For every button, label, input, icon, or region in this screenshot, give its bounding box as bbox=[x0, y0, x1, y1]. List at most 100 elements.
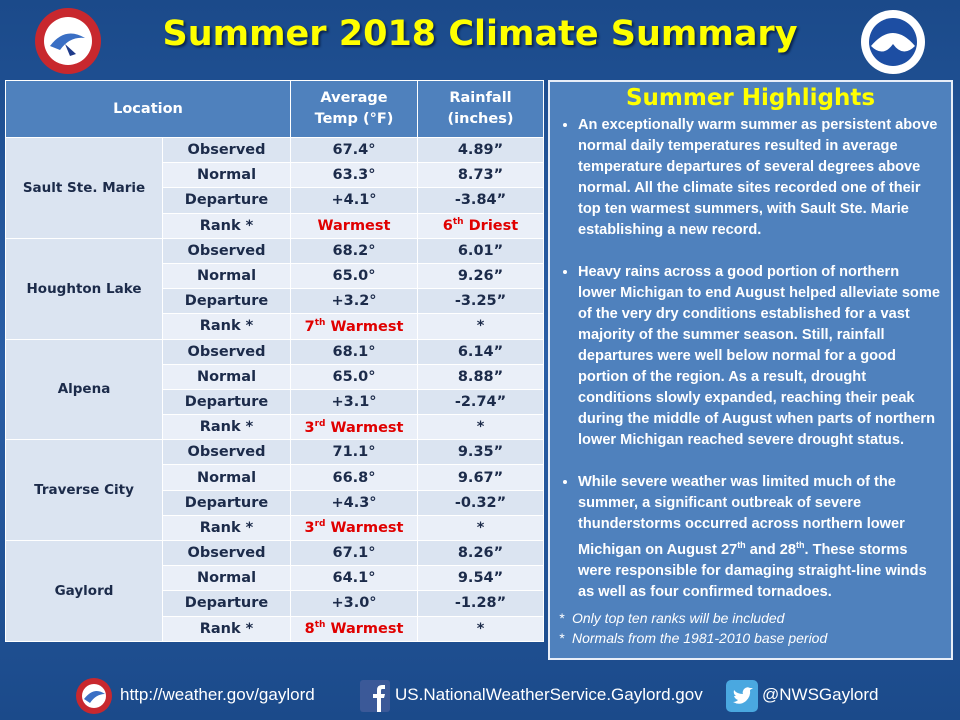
facebook-icon bbox=[360, 680, 390, 712]
text-segment: Driest bbox=[463, 218, 519, 235]
superscript: th bbox=[314, 317, 326, 328]
table-row: Rank * 8th Warmest * bbox=[6, 615, 544, 642]
rain-cell: 9.67” bbox=[417, 464, 544, 491]
header-cell: Location bbox=[5, 80, 291, 138]
table-row: Gaylord Observed 67.1° 8.26” bbox=[5, 539, 544, 642]
rain-cell: * bbox=[417, 514, 544, 542]
rain-cell: 9.54” bbox=[417, 565, 544, 592]
text-segment: +4.1° bbox=[331, 192, 377, 209]
row-label: Rank * bbox=[162, 615, 291, 642]
web-link[interactable]: http://weather.gov/gaylord bbox=[120, 685, 315, 704]
location-cell: Gaylord bbox=[5, 540, 163, 642]
superscript: rd bbox=[314, 519, 326, 530]
text-segment: 71.1° bbox=[332, 444, 376, 461]
row-label: Normal bbox=[162, 262, 291, 290]
text-segment: Warmest bbox=[325, 621, 404, 638]
row-label: Normal bbox=[162, 565, 291, 592]
row-label: Departure bbox=[162, 489, 291, 516]
temp-cell: 64.1° bbox=[290, 565, 418, 592]
table-row: Rank * 7th Warmest * bbox=[6, 313, 544, 340]
location-cell: Sault Ste. Marie bbox=[5, 137, 163, 239]
rain-cell: * bbox=[417, 615, 544, 642]
nws-icon bbox=[76, 678, 112, 714]
text-segment: 8.88” bbox=[457, 368, 504, 385]
header-cell: Rainfall (inches) bbox=[417, 80, 544, 138]
table-row: Normal 65.0° 9.26” bbox=[6, 262, 544, 290]
temp-cell: +3.1° bbox=[290, 388, 418, 416]
text-segment: Warmest bbox=[325, 520, 404, 537]
location-cell: Alpena bbox=[5, 338, 163, 441]
text-segment: . These storms were responsible for dama… bbox=[578, 541, 927, 600]
table-row: Departure +4.1° -3.84” bbox=[6, 187, 544, 214]
table-row: Normal 66.8° 9.67” bbox=[6, 464, 544, 491]
text-segment: 68.1° bbox=[332, 343, 376, 360]
superscript: th bbox=[737, 540, 746, 550]
text-segment: 9.35” bbox=[457, 444, 504, 461]
temp-cell: 67.4° bbox=[290, 136, 418, 164]
note: Only top ten ranks will be included bbox=[572, 608, 941, 628]
header-cell: Average Temp (°F) bbox=[290, 80, 418, 138]
table-row: Rank * 3rd Warmest * bbox=[6, 414, 544, 441]
temp-cell: 8th Warmest bbox=[290, 615, 418, 642]
temp-cell: 71.1° bbox=[290, 439, 418, 466]
temp-cell: 67.1° bbox=[290, 539, 418, 567]
text-segment: +3.0° bbox=[331, 595, 377, 612]
rain-cell: -3.25” bbox=[417, 288, 544, 315]
text-segment: -3.25” bbox=[454, 293, 507, 310]
text-segment: and 28 bbox=[745, 541, 796, 558]
text-segment: 6.14” bbox=[457, 343, 504, 360]
text-segment: 4.89” bbox=[457, 142, 504, 159]
temp-cell: +4.3° bbox=[290, 489, 418, 516]
temp-cell: +3.2° bbox=[290, 288, 418, 315]
superscript: th bbox=[314, 620, 326, 631]
text-segment: While severe weather was limited much of… bbox=[578, 474, 905, 558]
highlights-title: Summer Highlights bbox=[625, 85, 876, 111]
rain-cell: 6.01” bbox=[417, 237, 544, 264]
table-row: Departure +3.1° -2.74” bbox=[6, 388, 544, 416]
text-segment: -1.28” bbox=[454, 595, 507, 612]
row-label: Normal bbox=[162, 363, 291, 390]
rain-cell: 8.73” bbox=[417, 162, 544, 189]
row-label: Observed bbox=[162, 338, 291, 365]
climate-table: Location Average Temp (°F) Rainfall (inc… bbox=[5, 80, 544, 642]
temp-cell: 65.0° bbox=[290, 262, 418, 290]
table-row: Normal 64.1° 9.54” bbox=[6, 565, 544, 592]
rain-cell: -3.84” bbox=[417, 187, 544, 214]
text-segment: * bbox=[476, 318, 485, 335]
text-segment: -3.84” bbox=[454, 192, 507, 209]
text-segment: 65.0° bbox=[332, 368, 376, 385]
table-row: Alpena Observed 68.1° 6.14” bbox=[5, 338, 544, 441]
table-row: Rank * 3rd Warmest * bbox=[6, 514, 544, 542]
text-segment: An exceptionally warm summer as persiste… bbox=[578, 117, 938, 238]
rain-cell: -1.28” bbox=[417, 590, 544, 617]
rain-cell: 8.88” bbox=[417, 363, 544, 390]
twitter-link[interactable]: @NWSGaylord bbox=[762, 685, 879, 704]
location-cell: Traverse City bbox=[5, 439, 163, 541]
row-label: Departure bbox=[162, 187, 291, 214]
rain-cell: -2.74” bbox=[417, 388, 544, 416]
temp-cell: +3.0° bbox=[290, 590, 418, 617]
table-row: Departure +3.0° -1.28” bbox=[6, 590, 544, 617]
text-segment: 67.4° bbox=[332, 142, 376, 159]
text-segment: 8.73” bbox=[457, 167, 504, 184]
temp-cell: 63.3° bbox=[290, 162, 418, 189]
text-segment: Warmest bbox=[317, 217, 391, 234]
text-segment: 68.2° bbox=[332, 242, 376, 259]
superscript: th bbox=[795, 540, 805, 550]
temp-cell: 3rd Warmest bbox=[290, 514, 418, 542]
text-segment: 67.1° bbox=[332, 545, 376, 562]
text-segment: +3.1° bbox=[331, 393, 377, 410]
table-row: Traverse City Observed 71.1° 9.35” bbox=[5, 439, 544, 541]
footer: http://weather.gov/gaylord US.NationalWe… bbox=[0, 676, 960, 716]
facebook-link[interactable]: US.NationalWeatherService.Gaylord.gov bbox=[395, 685, 703, 704]
table-row: Sault Ste. Marie Observed 67.4° 4.89” bbox=[5, 136, 544, 239]
table-row: Houghton Lake Observed 68.2° 6.01” bbox=[5, 237, 544, 340]
text-segment: -0.32” bbox=[454, 494, 507, 511]
table-row: Normal 63.3° 8.73” bbox=[6, 162, 544, 189]
location-cell: Houghton Lake bbox=[5, 237, 163, 340]
temp-cell: +4.1° bbox=[290, 187, 418, 214]
text-segment: Warmest bbox=[325, 419, 404, 436]
row-label: Observed bbox=[162, 439, 291, 466]
text-segment: * bbox=[476, 620, 485, 637]
